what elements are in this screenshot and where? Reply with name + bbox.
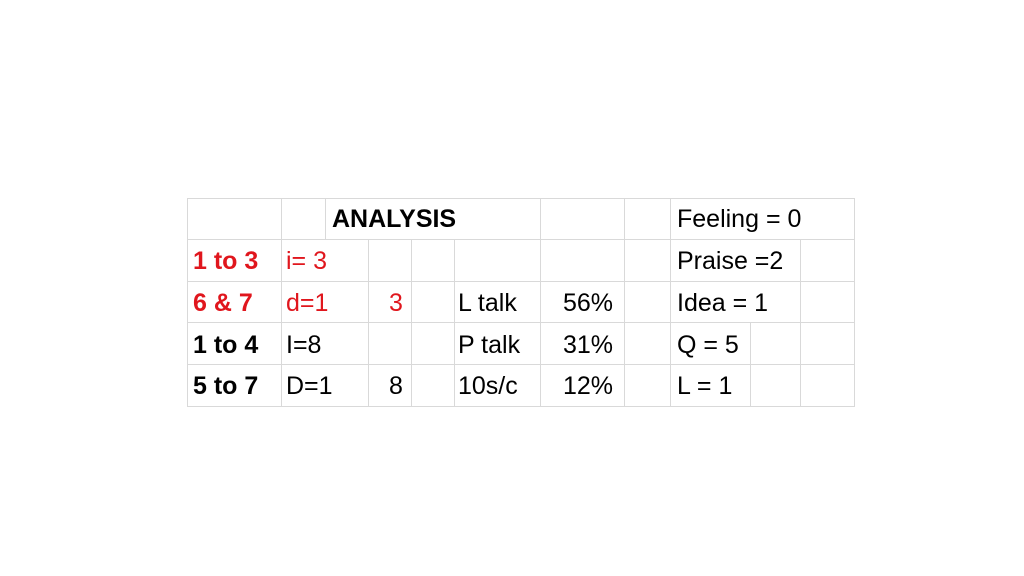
table-cell[interactable]: [624, 239, 671, 282]
table-cell[interactable]: [454, 364, 541, 407]
percent-cell: 12%: [563, 372, 614, 400]
talk-label-cell: 10s/c: [458, 372, 518, 400]
table-cell[interactable]: [187, 281, 282, 323]
table-cell[interactable]: [670, 198, 855, 240]
table-cell[interactable]: [411, 281, 455, 323]
category-cell: Idea = 1: [677, 289, 769, 317]
analysis-title: ANALYSIS: [332, 205, 457, 233]
percent-cell: 56%: [563, 289, 614, 317]
table-cell[interactable]: [281, 322, 369, 365]
table-cell[interactable]: [411, 364, 455, 407]
table-cell[interactable]: [281, 281, 369, 323]
table-cell[interactable]: [624, 198, 671, 240]
table-cell[interactable]: [540, 239, 625, 282]
category-cell: Praise =2: [677, 247, 784, 275]
table-cell[interactable]: [281, 198, 326, 240]
code-cell: i= 3: [286, 247, 328, 275]
code-cell: D=1: [286, 372, 333, 400]
range-cell: 5 to 7: [193, 372, 259, 400]
percent-cell: 31%: [563, 331, 614, 359]
code-cell: d=1: [286, 289, 329, 317]
table-cell[interactable]: [325, 198, 541, 240]
table-cell[interactable]: [187, 198, 282, 240]
table-cell[interactable]: [187, 364, 282, 407]
table-cell[interactable]: [670, 364, 751, 407]
table-cell[interactable]: [750, 364, 801, 407]
table-cell[interactable]: [540, 281, 625, 323]
code-cell: I=8: [286, 331, 322, 359]
table-cell[interactable]: [750, 322, 801, 365]
table-cell[interactable]: [281, 364, 369, 407]
category-cell: Feeling = 0: [677, 205, 802, 233]
table-cell[interactable]: [800, 322, 855, 365]
category-cell: L = 1: [677, 372, 733, 400]
table-cell[interactable]: [187, 322, 282, 365]
table-cell[interactable]: [454, 239, 541, 282]
talk-label-cell: L talk: [458, 289, 517, 317]
count-cell: 8: [389, 372, 403, 400]
analysis-table: ANALYSIS Feeling = 0 1 to 3 i= 3 Praise …: [187, 198, 855, 407]
range-cell: 6 & 7: [193, 289, 253, 317]
table-cell[interactable]: [624, 364, 671, 407]
table-cell[interactable]: [368, 281, 412, 323]
table-cell[interactable]: [368, 239, 412, 282]
table-cell[interactable]: [454, 281, 541, 323]
range-cell: 1 to 3: [193, 247, 259, 275]
table-cell[interactable]: [411, 239, 455, 282]
table-cell[interactable]: [624, 322, 671, 365]
category-cell: Q = 5: [677, 331, 739, 359]
table-cell[interactable]: [624, 281, 671, 323]
table-cell[interactable]: [800, 364, 855, 407]
table-cell[interactable]: [540, 364, 625, 407]
table-cell[interactable]: [368, 364, 412, 407]
table-cell[interactable]: [368, 322, 412, 365]
range-cell: 1 to 4: [193, 331, 259, 359]
table-cell[interactable]: [540, 198, 625, 240]
table-cell[interactable]: [411, 322, 455, 365]
table-cell[interactable]: [800, 281, 855, 323]
table-cell[interactable]: [800, 239, 855, 282]
count-cell: 3: [389, 289, 403, 317]
talk-label-cell: P talk: [458, 331, 521, 359]
